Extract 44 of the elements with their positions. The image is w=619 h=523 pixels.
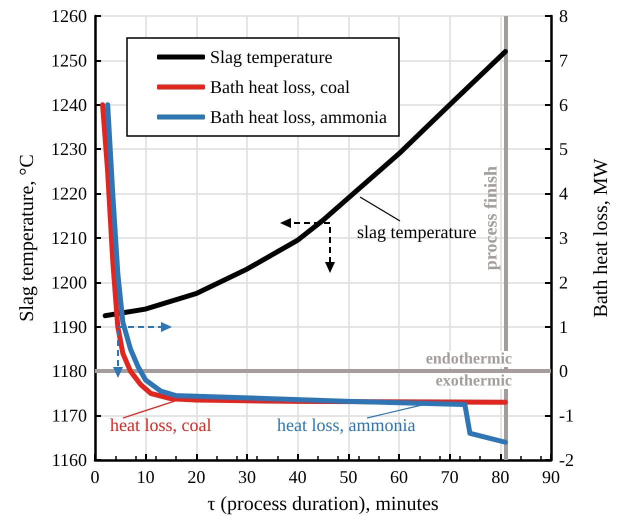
y2-tick-label: 8 <box>559 6 568 26</box>
y2-tick-label: -2 <box>559 450 574 470</box>
y-tick-label: 1230 <box>51 139 87 160</box>
y-tick-label: 1190 <box>52 316 87 337</box>
x-tick-label: 50 <box>339 467 358 487</box>
x-tick-label: 60 <box>390 467 408 487</box>
x-axis-title: τ (process duration), minutes <box>207 493 439 515</box>
x-tick-label: 0 <box>90 467 100 487</box>
legend-label: Slag temperature <box>210 47 332 67</box>
y2-tick-label: 4 <box>559 184 568 204</box>
y2-tick-label: 6 <box>559 94 568 115</box>
y2-tick-label: 3 <box>559 228 568 248</box>
y-tick-label: 1210 <box>51 228 87 248</box>
annotation: heat loss, ammonia <box>277 415 416 435</box>
y-tick-label: 1220 <box>51 184 87 204</box>
y-tick-label: 1160 <box>52 450 87 470</box>
y2-tick-label: 7 <box>559 50 568 70</box>
annotation: exothermic <box>436 372 512 390</box>
x-tick-label: 70 <box>440 467 459 487</box>
y-tick-label: 1180 <box>52 361 87 382</box>
x-tick-label: 30 <box>238 467 256 487</box>
legend-label: Bath heat loss, ammonia <box>210 107 387 127</box>
x-tick-label: 90 <box>542 467 560 487</box>
annotation: heat loss, coal <box>110 415 212 435</box>
legend-label: Bath heat loss, coal <box>210 77 350 97</box>
y-tick-label: 1200 <box>51 272 87 292</box>
y2-axis-title: Bath heat loss, MW <box>590 158 612 318</box>
x-tick-label: 80 <box>491 467 510 487</box>
y-tick-label: 1170 <box>52 406 87 426</box>
annotation: slag temperature <box>357 222 476 242</box>
y2-tick-label: 2 <box>559 272 568 292</box>
x-tick-label: 20 <box>187 467 206 487</box>
y2-tick-label: 1 <box>559 316 568 337</box>
y-tick-label: 1240 <box>51 94 87 115</box>
annotation: endothermic <box>426 350 512 368</box>
ref-line-label: process finish <box>480 166 500 270</box>
x-tick-label: 10 <box>136 467 155 487</box>
y2-tick-label: -1 <box>559 406 574 426</box>
y-tick-label: 1250 <box>51 50 87 70</box>
y-axis-title: Slag temperature, °C <box>16 154 38 322</box>
y2-tick-label: 5 <box>559 139 568 160</box>
y2-tick-label: 0 <box>559 361 568 382</box>
x-tick-label: 40 <box>288 467 307 487</box>
y-tick-label: 1260 <box>51 6 87 26</box>
